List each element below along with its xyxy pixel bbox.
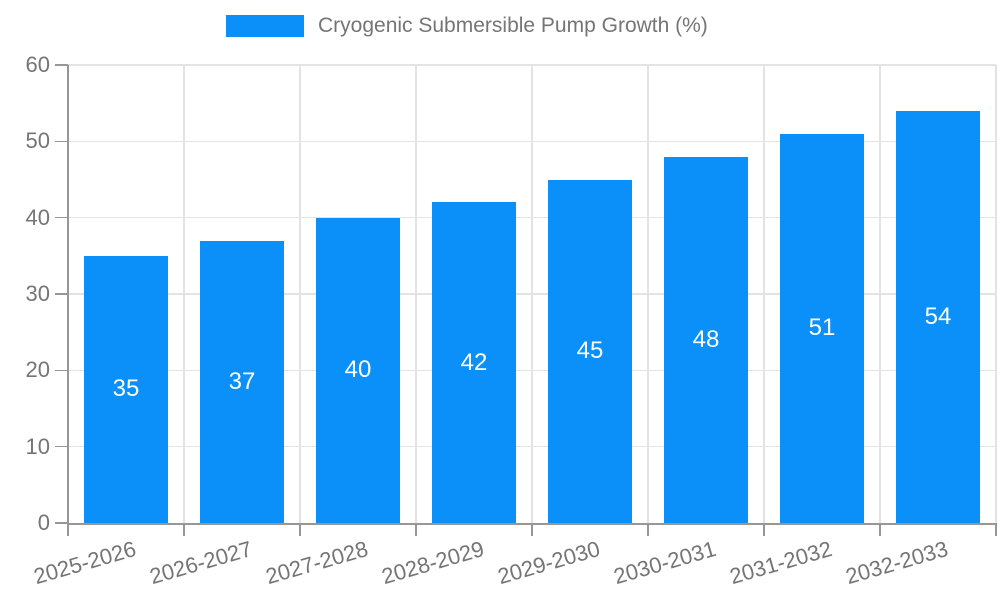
- gridline-vertical: [183, 65, 185, 523]
- x-axis-line: [68, 523, 996, 525]
- bar-value-label: 51: [808, 314, 836, 342]
- x-axis-tick: [531, 523, 533, 536]
- bar-value-label: 40: [344, 356, 372, 384]
- y-axis-tick: [55, 64, 68, 66]
- x-axis-tick-label: 2029-2030: [494, 536, 603, 590]
- legend-label: Cryogenic Submersible Pump Growth (%): [318, 14, 708, 37]
- bar-value-label: 54: [924, 302, 952, 330]
- bar: 42: [432, 202, 516, 523]
- gridline-vertical: [995, 65, 997, 523]
- bar-value-label: 35: [112, 375, 140, 403]
- bar: 40: [316, 217, 400, 523]
- bar-value-label: 42: [460, 348, 488, 376]
- x-axis-tick-label: 2025-2026: [30, 536, 139, 590]
- y-axis-tick: [55, 293, 68, 295]
- legend-swatch: [226, 15, 304, 37]
- x-axis-tick: [763, 523, 765, 536]
- bar: 51: [780, 133, 864, 523]
- x-axis-tick: [299, 523, 301, 536]
- y-axis-tick: [55, 369, 68, 372]
- x-axis-tick-label: 2028-2029: [378, 536, 487, 590]
- x-axis-tick-label: 2032-2033: [842, 536, 951, 590]
- gridline-vertical: [647, 65, 649, 523]
- y-axis-tick-label: 40: [25, 204, 50, 230]
- x-axis-tick: [995, 523, 997, 536]
- bar-value-label: 48: [692, 325, 720, 353]
- x-axis-tick-label: 2027-2028: [262, 536, 371, 590]
- bar: 54: [896, 110, 980, 523]
- legend-item[interactable]: Cryogenic Submersible Pump Growth (%): [226, 14, 708, 38]
- y-axis-tick-label: 50: [25, 128, 50, 154]
- x-axis-tick: [647, 523, 649, 536]
- y-axis-tick-label: 10: [25, 433, 50, 459]
- bar: 45: [548, 179, 632, 523]
- x-axis-tick: [183, 523, 185, 536]
- y-axis-tick: [55, 445, 68, 448]
- gridline-vertical: [879, 65, 881, 523]
- x-axis-tick-label: 2030-2031: [610, 536, 719, 590]
- bar-value-label: 45: [576, 337, 604, 365]
- bar: 37: [200, 240, 284, 523]
- bar: 48: [664, 156, 748, 523]
- y-axis-tick-label: 60: [25, 52, 50, 77]
- gridline-vertical: [415, 65, 417, 523]
- bar-value-label: 37: [228, 367, 256, 395]
- bar: 35: [84, 255, 168, 523]
- gridline-vertical: [299, 65, 301, 523]
- x-axis-tick-label: 2031-2032: [726, 536, 835, 590]
- y-axis-tick-label: 0: [37, 510, 50, 535]
- y-axis-tick: [55, 216, 68, 219]
- x-axis-tick: [879, 523, 881, 536]
- y-axis-tick-label: 30: [25, 281, 50, 306]
- gridline-vertical: [763, 65, 765, 523]
- gridline-vertical: [531, 65, 533, 523]
- x-axis-tick: [415, 523, 417, 536]
- y-axis-tick: [55, 140, 68, 143]
- y-axis-tick: [55, 522, 68, 524]
- y-axis-line: [67, 65, 69, 525]
- x-axis-tick-label: 2026-2027: [146, 536, 255, 590]
- x-axis-tick: [67, 523, 69, 536]
- y-axis-tick-label: 20: [25, 357, 50, 383]
